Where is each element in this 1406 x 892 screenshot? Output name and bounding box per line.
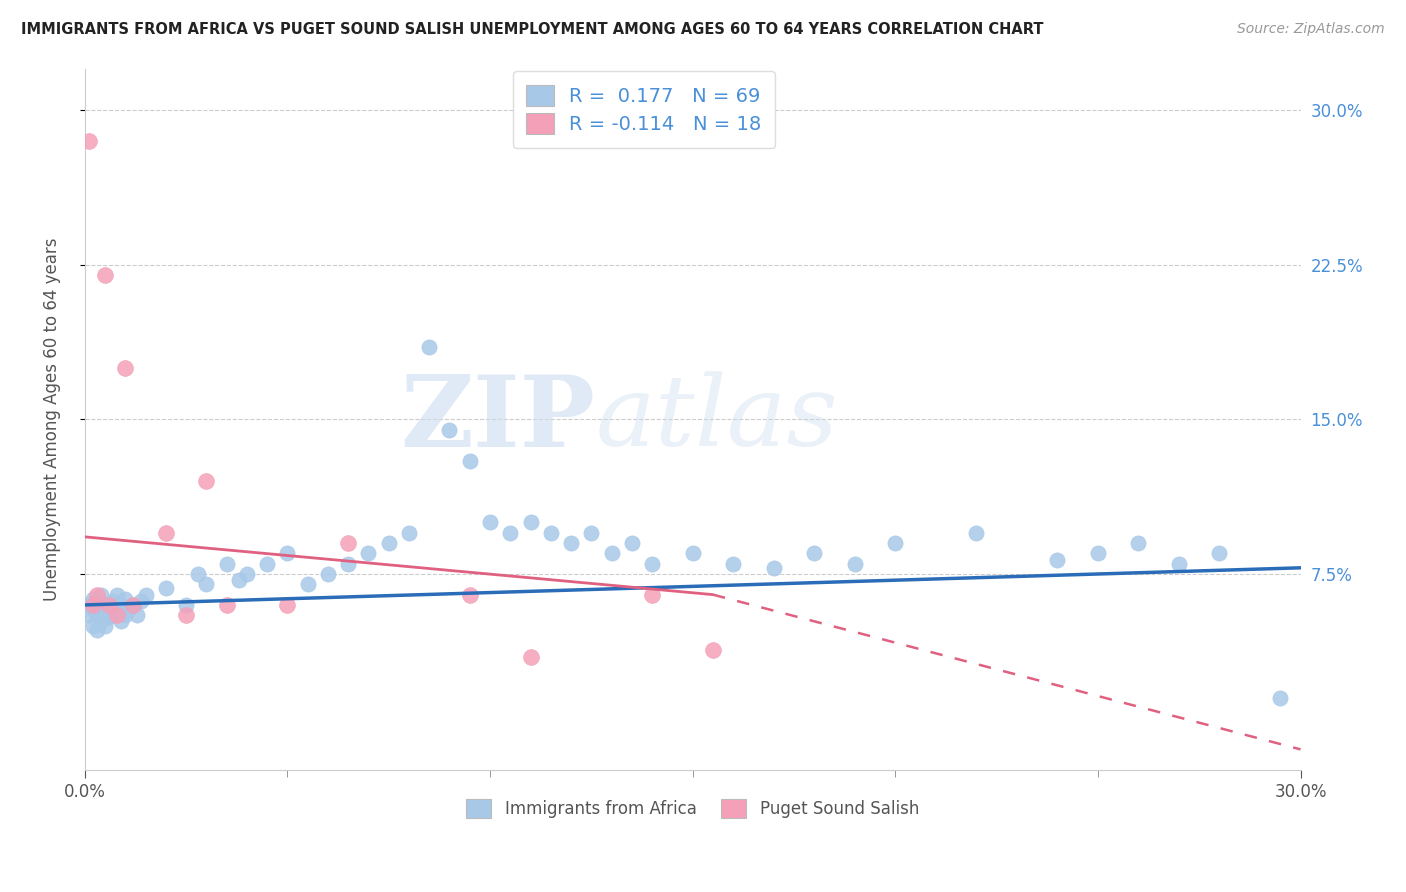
Text: IMMIGRANTS FROM AFRICA VS PUGET SOUND SALISH UNEMPLOYMENT AMONG AGES 60 TO 64 YE: IMMIGRANTS FROM AFRICA VS PUGET SOUND SA… — [21, 22, 1043, 37]
Point — [82, 602, 104, 616]
Point — [337, 536, 360, 550]
Point — [86, 588, 108, 602]
Point — [114, 608, 136, 623]
Point — [357, 546, 380, 560]
Text: Source: ZipAtlas.com: Source: ZipAtlas.com — [1237, 22, 1385, 37]
Point — [418, 340, 440, 354]
Legend: Immigrants from Africa, Puget Sound Salish: Immigrants from Africa, Puget Sound Sali… — [460, 793, 925, 825]
Point — [94, 606, 117, 620]
Point — [105, 608, 128, 623]
Point — [195, 577, 218, 591]
Point — [276, 546, 298, 560]
Point — [86, 594, 108, 608]
Point — [105, 602, 128, 616]
Point — [377, 536, 399, 550]
Point — [94, 618, 117, 632]
Point — [1046, 552, 1069, 566]
Point — [174, 608, 197, 623]
Point — [256, 557, 278, 571]
Point — [118, 602, 141, 616]
Point — [276, 598, 298, 612]
Point — [90, 615, 112, 629]
Point — [540, 525, 562, 540]
Point — [844, 557, 866, 571]
Point — [114, 591, 136, 606]
Point — [98, 598, 121, 612]
Point — [297, 577, 319, 591]
Point — [82, 598, 104, 612]
Point — [458, 453, 481, 467]
Point — [90, 588, 112, 602]
Point — [82, 618, 104, 632]
Point — [135, 588, 157, 602]
Point — [479, 516, 502, 530]
Point — [114, 360, 136, 375]
Point — [884, 536, 907, 550]
Point — [721, 557, 744, 571]
Point — [77, 134, 100, 148]
Point — [86, 608, 108, 623]
Point — [803, 546, 825, 560]
Point — [337, 557, 360, 571]
Point — [82, 591, 104, 606]
Point — [1128, 536, 1150, 550]
Point — [1208, 546, 1230, 560]
Text: ZIP: ZIP — [401, 371, 595, 467]
Point — [560, 536, 582, 550]
Point — [86, 623, 108, 637]
Point — [94, 268, 117, 282]
Point — [131, 594, 153, 608]
Point — [127, 608, 149, 623]
Point — [519, 649, 541, 664]
Point — [110, 615, 132, 629]
Point — [499, 525, 522, 540]
Point — [682, 546, 704, 560]
Point — [122, 598, 145, 612]
Point — [155, 525, 177, 540]
Point — [94, 598, 117, 612]
Text: atlas: atlas — [595, 372, 838, 467]
Point — [215, 557, 238, 571]
Point — [122, 598, 145, 612]
Point — [702, 643, 724, 657]
Point — [98, 598, 121, 612]
Point — [965, 525, 987, 540]
Point — [77, 598, 100, 612]
Point — [581, 525, 603, 540]
Y-axis label: Unemployment Among Ages 60 to 64 years: Unemployment Among Ages 60 to 64 years — [44, 237, 60, 601]
Point — [600, 546, 623, 560]
Point — [316, 566, 339, 581]
Point — [77, 608, 100, 623]
Point — [519, 516, 541, 530]
Point — [228, 573, 250, 587]
Point — [101, 594, 124, 608]
Point — [90, 602, 112, 616]
Point — [215, 598, 238, 612]
Point — [98, 610, 121, 624]
Point — [458, 588, 481, 602]
Point — [101, 608, 124, 623]
Point — [641, 557, 664, 571]
Point — [439, 423, 461, 437]
Point — [641, 588, 664, 602]
Point — [174, 598, 197, 612]
Point — [105, 588, 128, 602]
Point — [762, 561, 785, 575]
Point — [1168, 557, 1191, 571]
Point — [187, 566, 209, 581]
Point — [155, 582, 177, 596]
Point — [236, 566, 259, 581]
Point — [110, 598, 132, 612]
Point — [1087, 546, 1109, 560]
Point — [620, 536, 643, 550]
Point — [398, 525, 420, 540]
Point — [195, 474, 218, 488]
Point — [1270, 690, 1292, 705]
